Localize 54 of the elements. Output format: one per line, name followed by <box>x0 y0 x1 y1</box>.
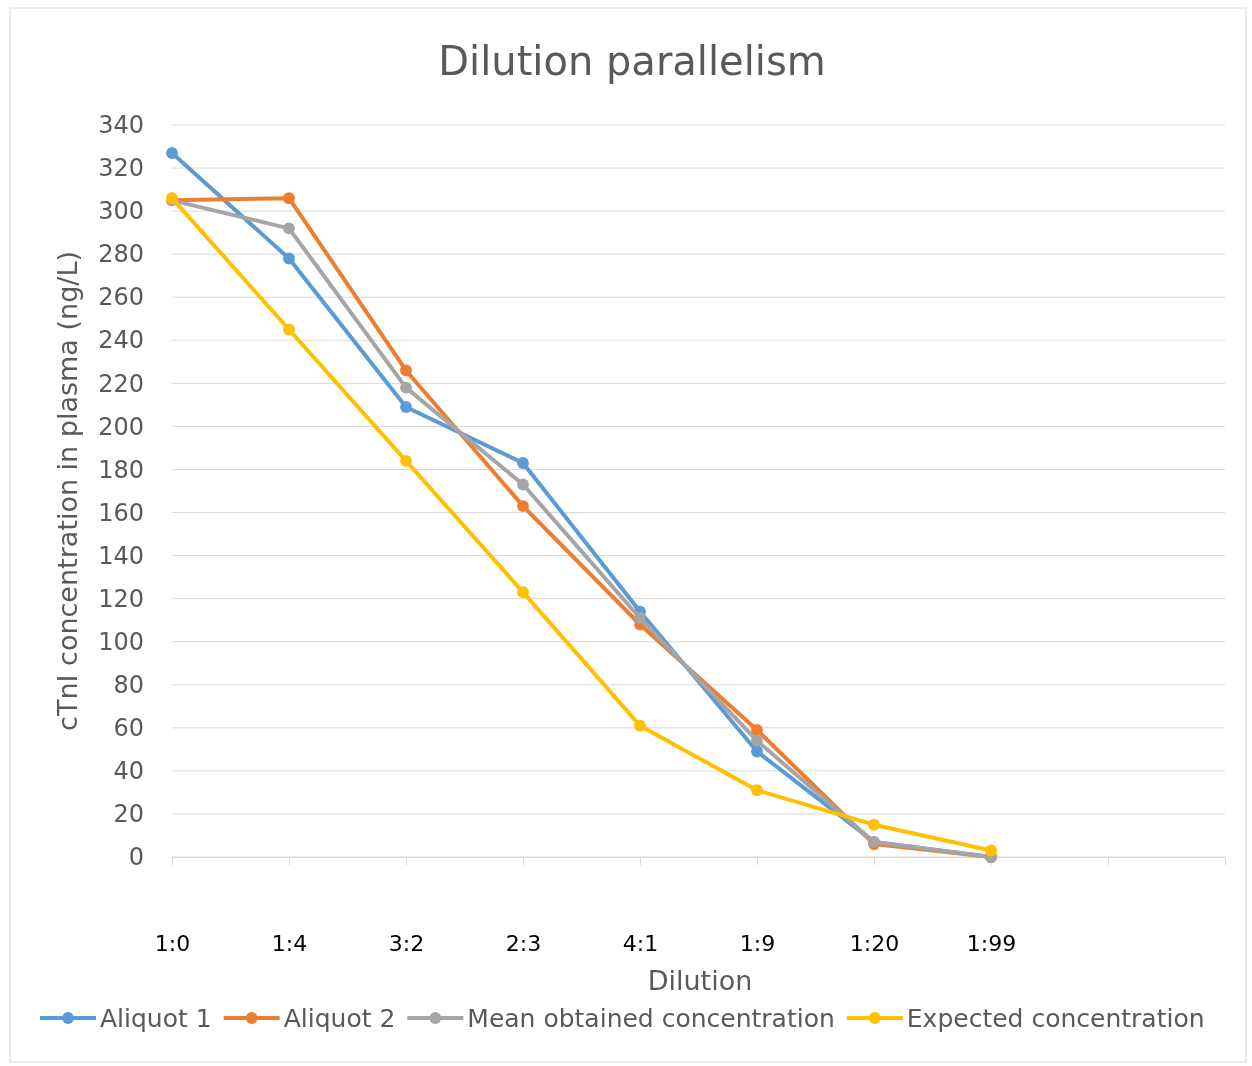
point <box>283 252 295 265</box>
x-tick-label: 1:20 <box>849 930 900 956</box>
y-axis-title: cTnI concentration in plasma (ng/L) <box>52 251 83 731</box>
y-tick-label: 140 <box>98 541 144 570</box>
point <box>751 724 763 736</box>
point <box>517 457 529 469</box>
legend-label: Expected concentration <box>906 1004 1205 1033</box>
y-tick-label: 340 <box>98 111 144 140</box>
x-tick-label: 1:0 <box>154 930 191 956</box>
point <box>751 784 763 797</box>
point <box>400 364 412 377</box>
y-tick-label: 60 <box>113 714 144 742</box>
point <box>517 586 529 599</box>
point <box>283 192 295 205</box>
x-tick-label: 1:4 <box>271 930 308 956</box>
point <box>751 734 763 747</box>
legend-label: Aliquot 2 <box>283 1004 396 1033</box>
point <box>634 719 646 732</box>
y-tick-label: 80 <box>113 670 144 699</box>
x-tick-label: 1:99 <box>966 930 1017 956</box>
point <box>166 147 178 159</box>
y-tick-label: 20 <box>113 800 144 829</box>
y-tick-label: 300 <box>98 197 144 226</box>
x-tick-label: 4:1 <box>622 930 659 956</box>
point <box>283 222 295 235</box>
y-tick-label: 120 <box>98 584 144 613</box>
legend-label: Mean obtained concentration <box>467 1004 835 1033</box>
x-axis-title: Dilution <box>647 965 753 996</box>
y-tick-label: 100 <box>98 627 144 656</box>
y-tick-label: 40 <box>113 757 144 786</box>
point <box>985 844 997 857</box>
point <box>634 612 646 624</box>
x-tick-label: 2:3 <box>505 930 542 956</box>
point <box>283 323 295 336</box>
point <box>517 500 529 512</box>
y-tick-label: 320 <box>98 154 144 183</box>
y-tick-label: 180 <box>98 455 144 484</box>
legend-label: Aliquot 1 <box>100 1004 212 1033</box>
y-tick-label: 160 <box>98 498 144 527</box>
chart-title: Dilution parallelism <box>438 38 826 84</box>
point <box>400 401 412 413</box>
y-tick-label: 0 <box>128 843 144 872</box>
y-tick-label: 200 <box>98 412 144 441</box>
x-tick-label: 3:2 <box>388 930 425 956</box>
y-tick-label: 220 <box>98 369 144 398</box>
point <box>751 745 763 758</box>
y-tick-label: 260 <box>98 283 144 312</box>
y-tick-label: 280 <box>98 240 144 269</box>
x-tick-label: 1:9 <box>739 930 776 956</box>
point <box>517 478 529 491</box>
point <box>400 381 412 394</box>
point <box>868 818 880 831</box>
y-tick-label: 240 <box>98 326 144 355</box>
point <box>400 454 412 467</box>
